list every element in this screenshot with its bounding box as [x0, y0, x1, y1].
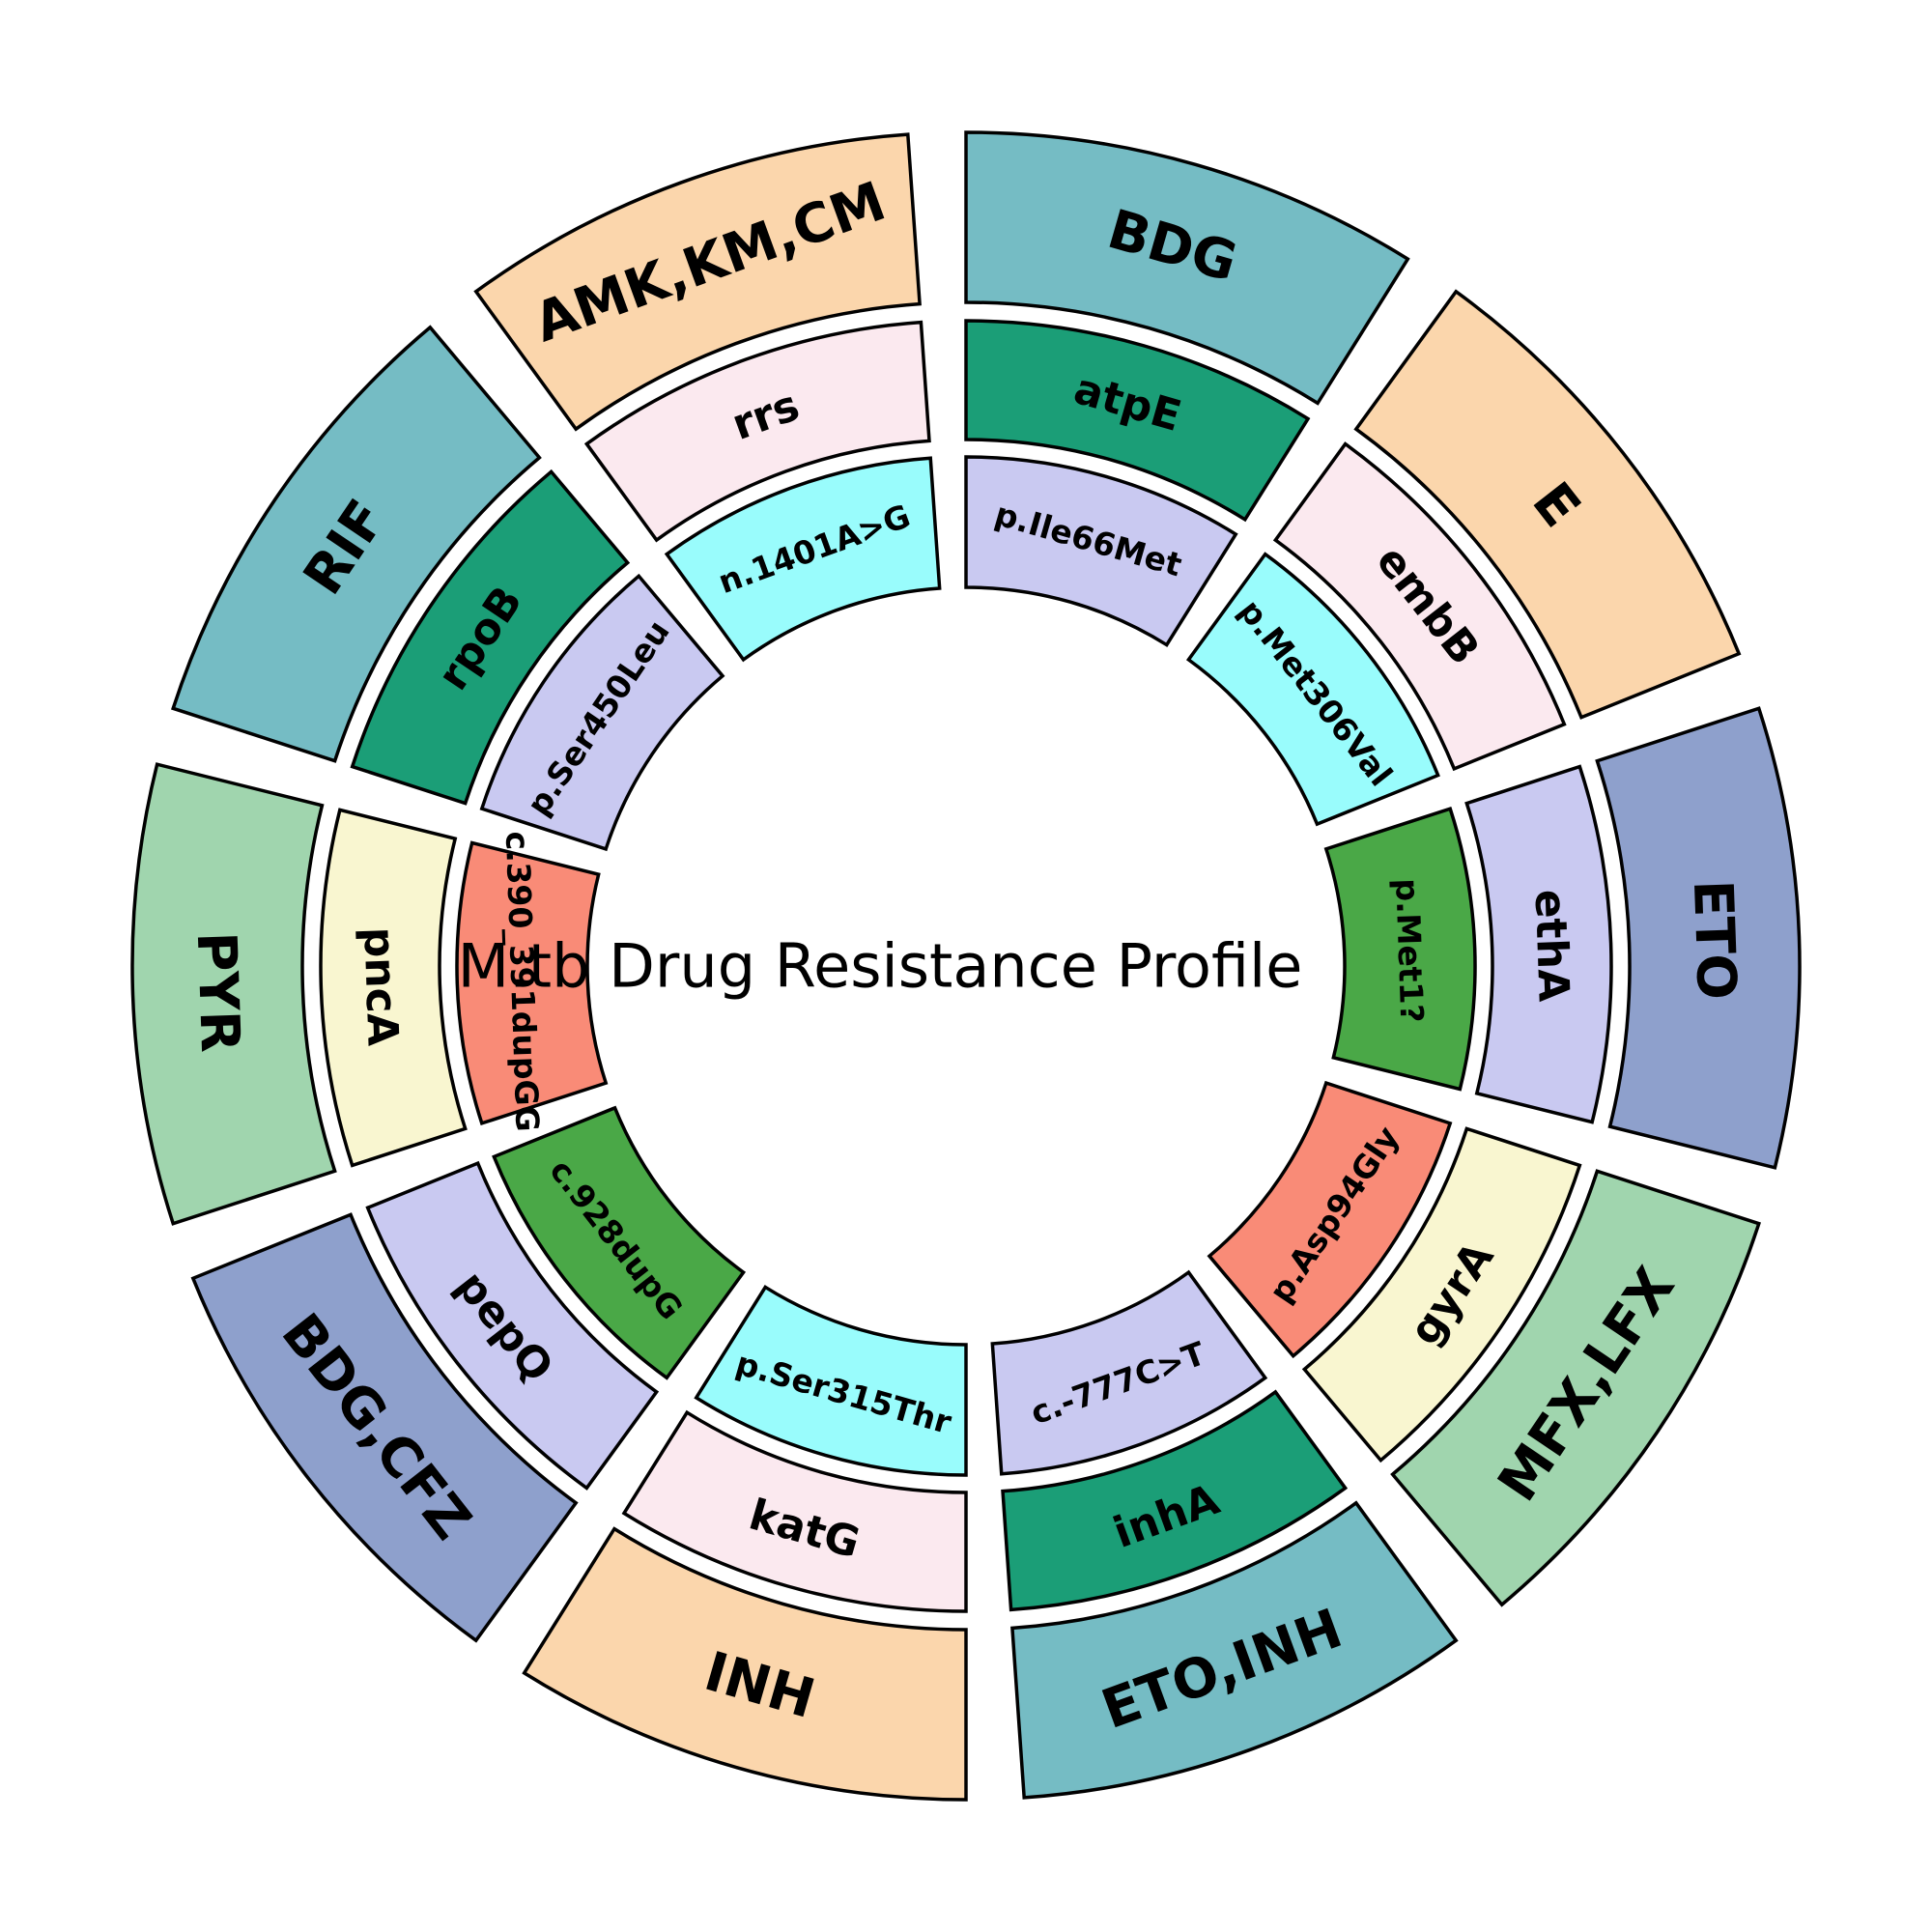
drug-segment-bdg[interactable] — [964, 130, 1410, 406]
gene-segment-rpob[interactable] — [350, 469, 631, 806]
drug-segment-eto[interactable] — [1595, 706, 1802, 1170]
gene-segment-etha[interactable] — [1464, 764, 1613, 1124]
gene-segment-katg[interactable] — [621, 1409, 968, 1613]
mutation-segment-c-777c-t[interactable] — [990, 1269, 1268, 1476]
mutation-segment-p-ser450leu[interactable] — [479, 573, 725, 852]
mutation-segment-p-ser315thr[interactable] — [694, 1285, 968, 1477]
gene-segment-atpe[interactable] — [964, 319, 1311, 523]
gene-segment-pnca[interactable] — [319, 808, 468, 1168]
gene-segment-embb[interactable] — [1272, 441, 1567, 772]
drug-segment-bdg-cfz[interactable] — [190, 1212, 579, 1643]
mutation-segment-c-928dupg[interactable] — [492, 1105, 747, 1380]
mutation-segment-p-ile66met[interactable] — [964, 455, 1238, 647]
mutation-segment-n-1401a-g[interactable] — [664, 456, 942, 663]
drug-segment-e[interactable] — [1353, 289, 1742, 720]
mutation-segment-p-met1[interactable] — [1323, 806, 1477, 1092]
gene-segment-pepq[interactable] — [365, 1160, 660, 1491]
drug-segment-inh[interactable] — [522, 1526, 968, 1802]
mutation-segment-p-met306val[interactable] — [1185, 552, 1440, 827]
drug-segment-mfx-lfx[interactable] — [1390, 1169, 1761, 1607]
drug-segment-pyr[interactable] — [130, 762, 337, 1226]
drug-segment-rif[interactable] — [171, 325, 542, 763]
gene-segment-inha[interactable] — [1001, 1389, 1349, 1612]
mutation-segment-p-asp94gly[interactable] — [1207, 1080, 1453, 1359]
drug-segment-eto-inh[interactable] — [1010, 1500, 1459, 1800]
gene-segment-rrs[interactable] — [583, 320, 931, 543]
chart-title: M.tb Drug Resistance Profile — [458, 931, 1303, 1002]
segments-layer — [130, 130, 1802, 1802]
drug-segment-amk-km-cm[interactable] — [473, 132, 922, 432]
gene-segment-gyra[interactable] — [1301, 1126, 1582, 1463]
mutation-segment-c-390-391dupgg[interactable] — [455, 840, 609, 1126]
